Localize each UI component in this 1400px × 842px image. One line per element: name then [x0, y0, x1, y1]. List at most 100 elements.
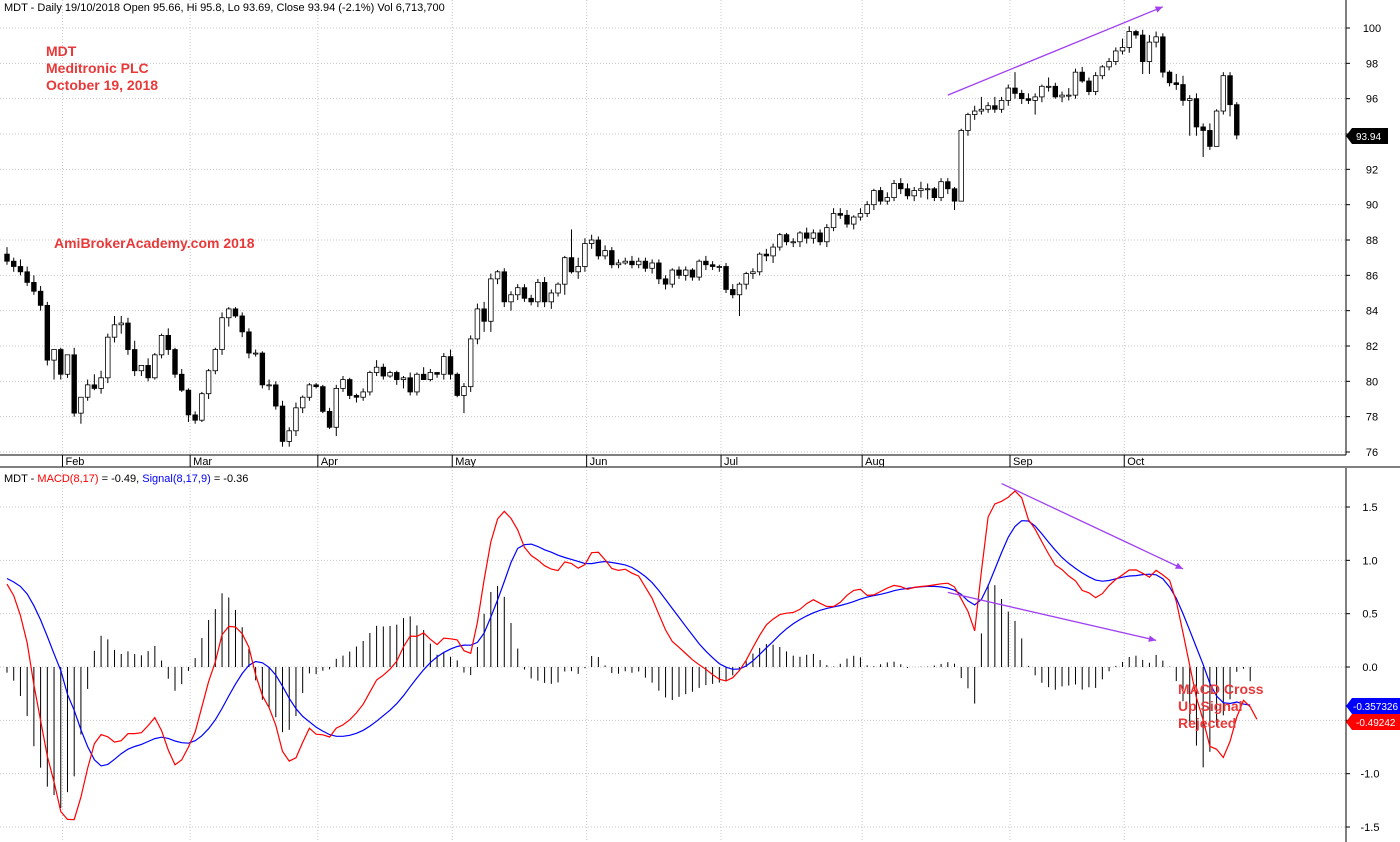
macd-header-value: = -0.49,: [99, 473, 143, 485]
candle: [844, 209, 850, 228]
candle-body: [111, 324, 118, 338]
candle: [548, 289, 555, 309]
candle-body: [951, 188, 958, 202]
candle-body: [414, 373, 420, 393]
candle: [790, 238, 796, 248]
candle-body: [266, 384, 272, 387]
candle: [1072, 68, 1079, 99]
candle-body: [24, 271, 30, 283]
candle: [1019, 89, 1025, 104]
candle-body: [508, 294, 514, 303]
price-y-tick-label: 88: [1366, 235, 1378, 247]
price-y-tick-label: 92: [1366, 164, 1378, 176]
candle: [528, 294, 534, 306]
candle: [44, 301, 51, 366]
candle: [199, 391, 205, 422]
candle: [434, 372, 440, 378]
candle: [602, 245, 608, 260]
candle: [118, 315, 124, 334]
candle-body: [750, 271, 756, 274]
candle-body: [978, 108, 985, 112]
candle: [293, 402, 299, 437]
candle-body: [622, 260, 628, 264]
candle: [1106, 58, 1112, 71]
candle-body: [1039, 85, 1045, 98]
candle-body: [239, 315, 245, 333]
candle-body: [669, 269, 675, 285]
candle: [373, 360, 380, 377]
candle-body: [1139, 34, 1146, 62]
candle: [1207, 123, 1213, 150]
candle: [380, 363, 387, 380]
candle-body: [898, 183, 904, 190]
candle-body: [17, 266, 24, 273]
price-header: MDT - Daily 19/10/2018 Open 95.66, Hi 95…: [4, 2, 445, 14]
candle: [1059, 91, 1065, 103]
candle-body: [730, 289, 736, 296]
candle-body: [1113, 50, 1119, 62]
macd-trend-arrow: [1001, 482, 1184, 570]
signal-last-badge: -0.357326: [1346, 698, 1400, 714]
candle-body: [78, 396, 84, 414]
candle: [1119, 38, 1126, 55]
candle: [172, 347, 178, 378]
candle-body: [1079, 71, 1085, 82]
candle: [864, 201, 870, 218]
candle-body: [877, 190, 884, 202]
candle: [931, 187, 938, 202]
candle-body: [521, 287, 528, 299]
price-y-tick-label: 100: [1363, 23, 1381, 35]
candle: [1166, 70, 1173, 87]
candle-body: [515, 287, 521, 296]
candle-body: [837, 213, 843, 216]
candle-body: [1213, 110, 1220, 147]
candle-body: [656, 262, 662, 280]
candle-body: [219, 317, 225, 350]
candle-body: [44, 304, 51, 361]
candle: [1133, 29, 1139, 39]
candle-body: [1173, 82, 1179, 85]
candle-body: [326, 410, 333, 428]
candle: [965, 112, 971, 136]
price-x-tick-label: Apr: [321, 456, 338, 468]
candle: [575, 257, 581, 279]
candle: [662, 275, 669, 290]
candle: [1213, 109, 1220, 147]
candle: [1079, 66, 1085, 83]
candle: [1173, 73, 1179, 90]
candle: [535, 278, 541, 308]
candle-body: [958, 130, 964, 202]
price-grid: [0, 0, 1346, 455]
candle: [414, 372, 420, 396]
candle-body: [1133, 31, 1139, 36]
candle: [716, 264, 723, 272]
price-x-ticks: Feb Mar Apr May Jun Jul Aug Sep Oct: [61, 455, 1144, 468]
candle-body: [165, 334, 171, 350]
candle-body: [1012, 87, 1018, 94]
candle-body: [98, 377, 104, 389]
candle-body: [945, 181, 951, 190]
candle-body: [1099, 66, 1106, 77]
candle-body: [11, 260, 17, 267]
candle-body: [696, 260, 702, 278]
candle: [1227, 72, 1233, 117]
candle: [394, 370, 400, 385]
candle-body: [353, 395, 360, 398]
candle: [279, 400, 286, 447]
last-price-value: 93.94: [1356, 132, 1381, 143]
candle-body: [474, 308, 481, 340]
candle: [1045, 77, 1052, 92]
candle-body: [131, 349, 138, 372]
price-y-tick-label: 98: [1366, 58, 1378, 70]
candle-body: [4, 253, 10, 262]
candle-body: [1072, 71, 1079, 96]
price-y-tick-label: 82: [1366, 341, 1378, 353]
candle-body: [84, 384, 91, 398]
candle: [1012, 72, 1018, 99]
candle-body: [1180, 84, 1186, 101]
price-y-tick-label: 86: [1366, 270, 1378, 282]
candle: [98, 370, 104, 394]
candle: [367, 370, 373, 396]
candle: [353, 393, 360, 403]
candle-body: [824, 227, 830, 243]
